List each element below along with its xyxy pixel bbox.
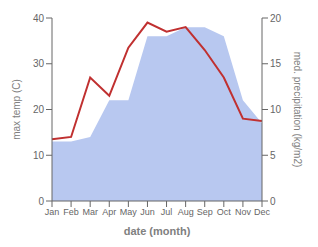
svg-text:date (month): date (month): [124, 225, 191, 237]
svg-text:Oct: Oct: [217, 207, 232, 217]
svg-text:Mar: Mar: [82, 207, 98, 217]
svg-text:Jun: Jun: [140, 207, 155, 217]
svg-text:Apr: Apr: [102, 207, 116, 217]
svg-text:20: 20: [33, 104, 45, 115]
svg-text:10: 10: [33, 150, 45, 161]
svg-text:10: 10: [270, 104, 282, 115]
svg-text:30: 30: [33, 58, 45, 69]
svg-text:Feb: Feb: [63, 207, 79, 217]
svg-text:Jul: Jul: [161, 207, 173, 217]
svg-text:max temp (C): max temp (C): [11, 79, 22, 140]
svg-text:15: 15: [270, 58, 282, 69]
svg-text:40: 40: [33, 13, 45, 24]
svg-text:Nov: Nov: [235, 207, 252, 217]
svg-text:May: May: [120, 207, 138, 217]
svg-text:20: 20: [270, 13, 282, 24]
svg-text:Jan: Jan: [45, 207, 60, 217]
svg-text:0: 0: [270, 196, 276, 207]
svg-text:5: 5: [270, 150, 276, 161]
svg-text:0: 0: [38, 196, 44, 207]
svg-text:Sep: Sep: [197, 207, 213, 217]
svg-text:Dec: Dec: [254, 207, 271, 217]
svg-text:Aug: Aug: [178, 207, 194, 217]
svg-text:med. precipitation (kg/m2): med. precipitation (kg/m2): [292, 52, 303, 168]
